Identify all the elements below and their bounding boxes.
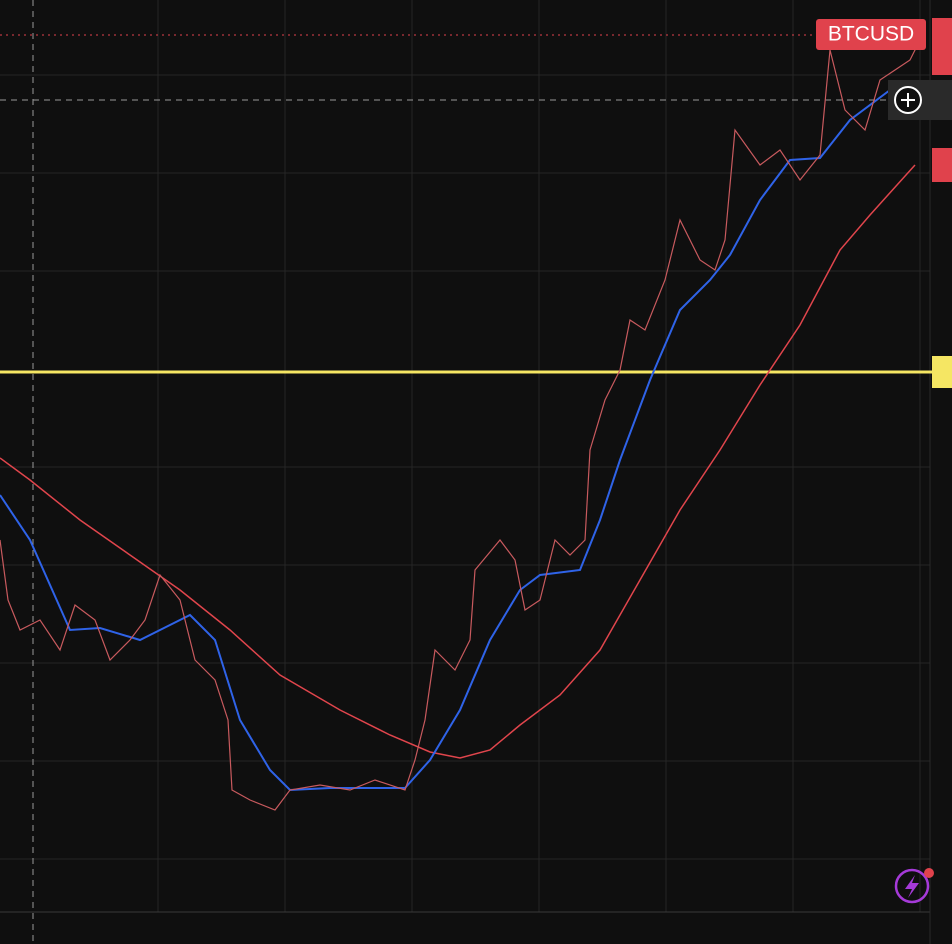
add-button[interactable] <box>894 86 922 114</box>
price-tag <box>932 18 952 75</box>
alert-button[interactable] <box>894 868 934 904</box>
moving-average-fast <box>0 89 891 792</box>
price-tag <box>932 148 952 182</box>
level-tag <box>932 356 952 388</box>
symbol-tag <box>816 19 926 50</box>
grid <box>0 0 930 912</box>
symbol-label: BTCUSD <box>828 23 914 46</box>
price-series <box>0 39 921 811</box>
